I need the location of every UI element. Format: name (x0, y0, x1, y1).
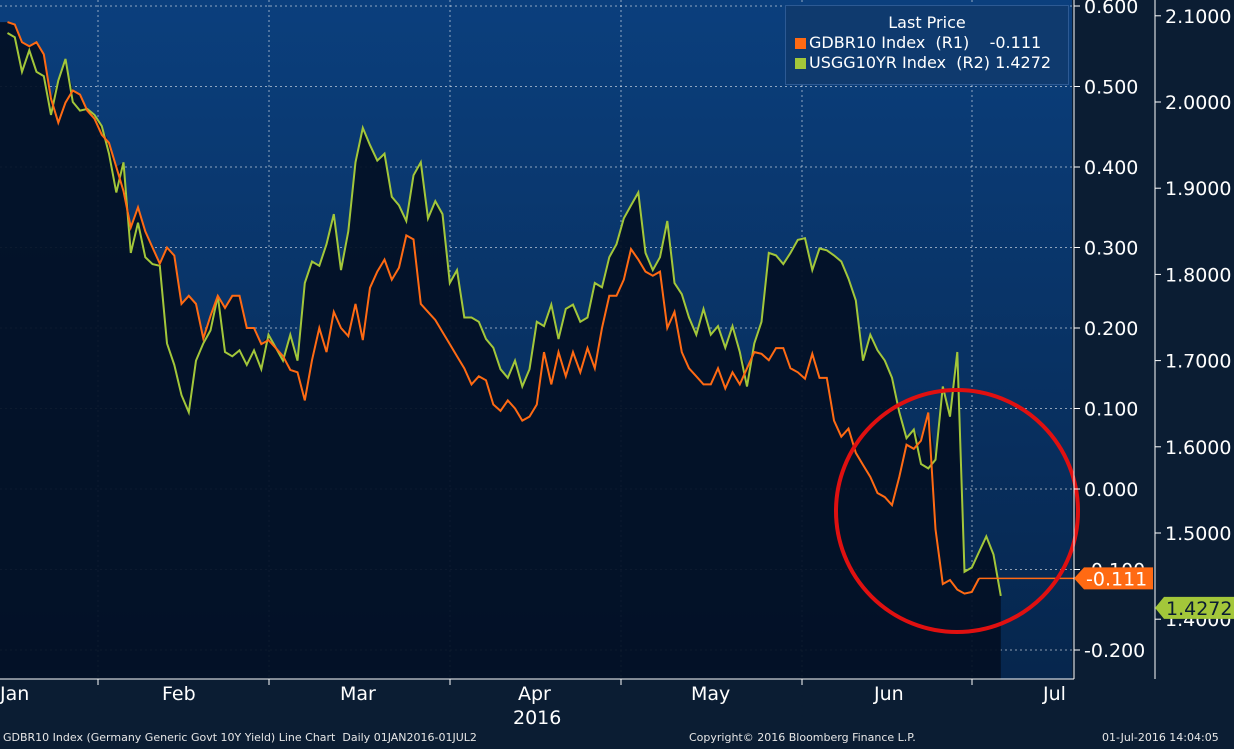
annotation-circle (834, 388, 1080, 634)
r2-tick-label: 1.6000 (1165, 437, 1231, 459)
usgg-last-value: 1.4272 (1166, 598, 1232, 620)
r1-tick-label: -0.200 (1084, 640, 1145, 662)
r1-tick-label: 0.000 (1084, 479, 1138, 501)
r2-tick-label: 1.9000 (1165, 178, 1231, 200)
x-tick-label: Jul (1042, 683, 1066, 705)
legend-entry-usgg10yr: USGG10YR Index (R2) 1.4272 (786, 53, 1068, 73)
legend-label-gdbr10: GDBR10 Index (R1) -0.111 (809, 33, 1042, 52)
r1-tick-label: 0.200 (1084, 318, 1138, 340)
r1-axis: 0.6000.5000.4000.3000.2000.1000.000-0.10… (1074, 0, 1145, 662)
usgg-last-badge (1155, 596, 1234, 619)
x-year-label: 2016 (513, 707, 561, 729)
legend-title: Last Price (888, 13, 966, 32)
x-tick-label: May (691, 683, 730, 705)
area-fill (0, 22, 1001, 680)
legend: Last Price GDBR10 Index (R1) -0.111 USGG… (785, 5, 1069, 85)
x-tick-label: Jan (0, 683, 29, 705)
gdbr-last-badge (1074, 567, 1153, 590)
x-tick-label: Feb (162, 683, 196, 705)
r1-tick-label: 0.600 (1084, 0, 1138, 18)
legend-swatch-gdbr10 (795, 37, 806, 49)
r1-tick-label: 0.500 (1084, 77, 1138, 99)
footer-timestamp: 01-Jul-2016 14:04:05 (1102, 731, 1219, 744)
footer-description: GDBR10 Index (Germany Generic Govt 10Y Y… (3, 731, 477, 744)
legend-swatch-usgg10yr (795, 57, 806, 69)
last-price-badges: -0.111 1.4272 (1074, 567, 1234, 620)
r2-tick-label: 1.7000 (1165, 351, 1231, 373)
x-tick-label: Jun (873, 683, 904, 705)
r1-tick-label: 0.100 (1084, 399, 1138, 421)
r1-tick-label: 0.400 (1084, 157, 1138, 179)
gdbr10-line (7, 21, 980, 595)
gdbr-last-value: -0.111 (1086, 568, 1147, 590)
usgg10yr-line (6, 32, 1002, 597)
x-axis: Jan Feb Mar Apr May Jun Jul 2016 (0, 679, 1066, 729)
x-tick-label: Apr (518, 683, 551, 705)
x-tick-label: Mar (340, 683, 376, 705)
r2-tick-label: 1.8000 (1165, 264, 1231, 286)
r2-axis: 2.1000 2.0000 1.9000 1.8000 1.7000 1.6000 1.50… (1155, 6, 1231, 631)
legend-entry-gdbr10: GDBR10 Index (R1) -0.111 (786, 33, 1068, 53)
r2-tick-label: 2.1000 (1165, 6, 1231, 28)
r1-tick-label: 0.300 (1084, 238, 1138, 260)
footer-copyright: Copyright© 2016 Bloomberg Finance L.P. (689, 731, 916, 744)
r2-tick-label: 2.0000 (1165, 92, 1231, 114)
r2-tick-label: 1.5000 (1165, 523, 1231, 545)
legend-label-usgg10yr: USGG10YR Index (R2) 1.4272 (809, 53, 1052, 72)
